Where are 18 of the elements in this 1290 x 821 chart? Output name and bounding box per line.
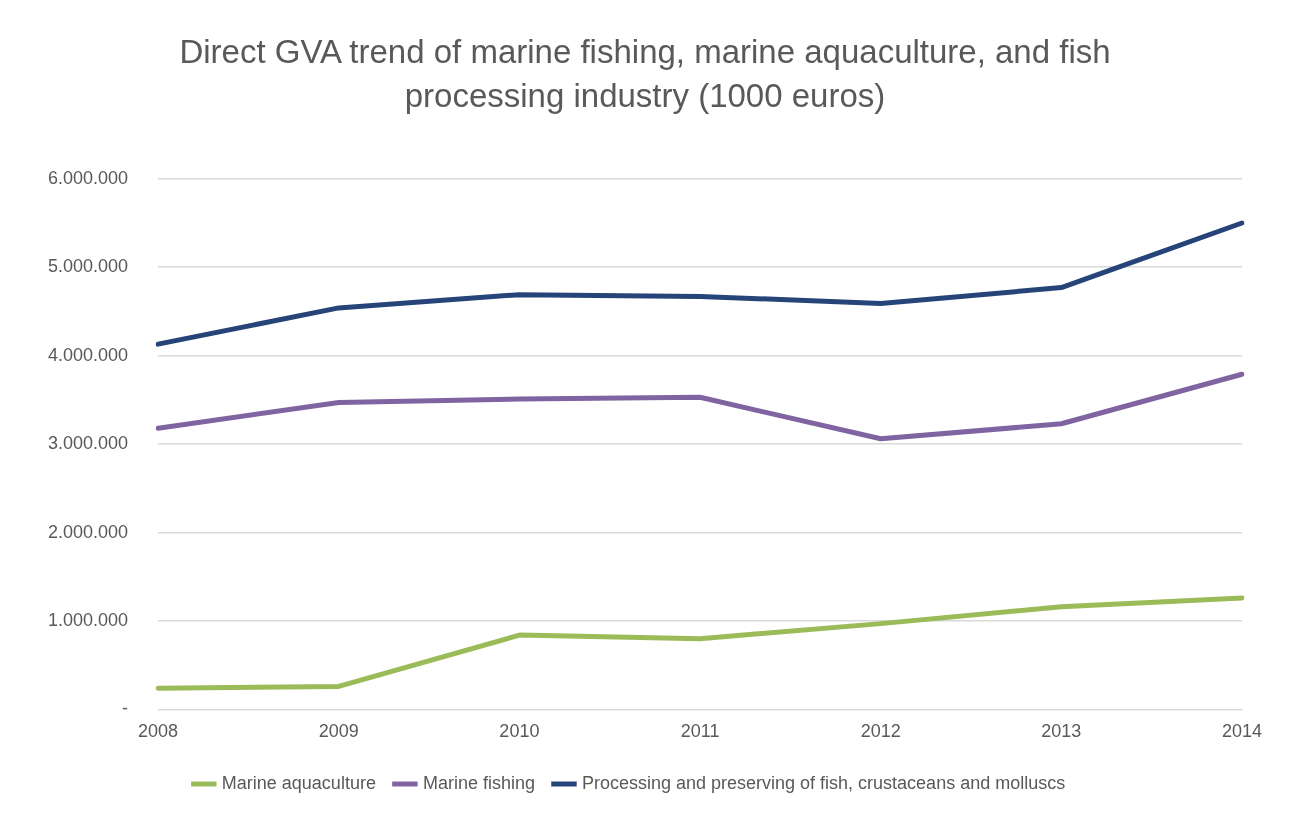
x-tick-label: 2012 [860,721,901,742]
y-tick-label: 2.000.000 [48,521,129,542]
y-tick-label: 4.000.000 [48,344,129,365]
y-tick-label: 5.000.000 [48,256,129,277]
y-tick-label: 6.000.000 [48,167,129,188]
legend-label: Marine fishing [422,772,535,793]
y-tick-label: - [122,698,129,719]
y-tick-label: 1.000.000 [48,609,129,630]
x-tick-label: 2011 [680,721,720,742]
y-tick-label: 3.000.000 [48,433,129,454]
x-tick-label: 2009 [318,721,359,742]
x-tick-label: 2014 [1221,721,1263,742]
legend-label: Marine aquaculture [221,772,376,793]
x-tick-label: 2013 [1041,721,1082,742]
legend-label: Processing and preserving of fish, crustaceans and molluscs [581,772,1066,793]
x-tick-label: 2008 [138,721,179,742]
chart-title: Direct GVA trend of marine fishing, marine aquaculture, and fish processing industry (1000 euros) [178,32,1112,116]
x-tick-label: 2010 [499,721,540,742]
